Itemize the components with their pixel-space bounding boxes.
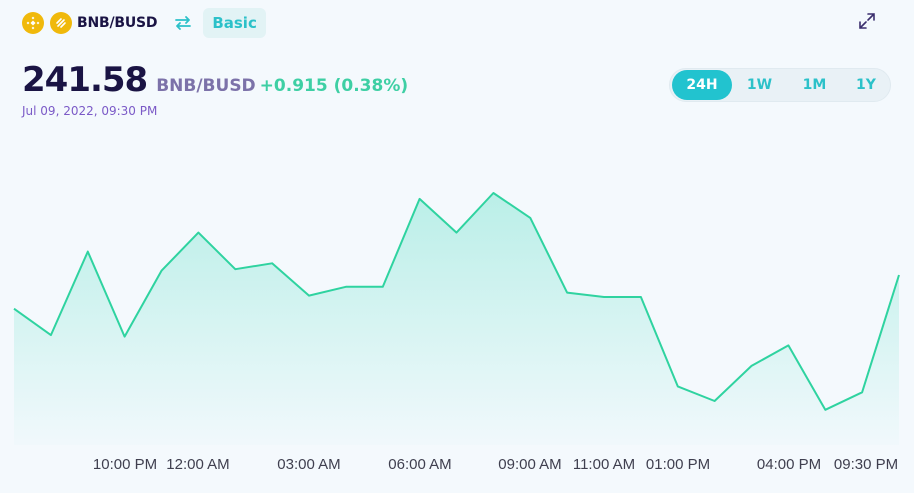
current-price: 241.58 bbox=[22, 60, 148, 100]
price-line bbox=[13, 192, 900, 411]
range-1w-button[interactable]: 1W bbox=[746, 77, 773, 93]
x-tick-label: 06:00 AM bbox=[388, 456, 451, 473]
pair-header: BNB/BUSD Basic bbox=[22, 8, 266, 38]
bnb-coin-icon bbox=[22, 12, 44, 34]
x-tick-label: 09:00 AM bbox=[498, 456, 561, 473]
x-tick-label: 04:00 PM bbox=[757, 456, 821, 473]
time-range-selector: 24H 1W 1M 1Y bbox=[669, 68, 891, 102]
price-summary: 241.58 BNB/BUSD +0.915 (0.38%) bbox=[22, 60, 408, 100]
price-pair-label: BNB/BUSD bbox=[156, 76, 256, 96]
price-area-fill bbox=[14, 193, 899, 445]
x-tick-label: 12:00 AM bbox=[166, 456, 229, 473]
x-tick-label: 01:00 PM bbox=[646, 456, 710, 473]
x-axis: 10:00 PM 12:00 AM 03:00 AM 06:00 AM 09:0… bbox=[93, 456, 898, 473]
range-1m-button[interactable]: 1M bbox=[802, 77, 827, 93]
range-1y-button[interactable]: 1Y bbox=[856, 77, 876, 93]
price-timestamp: Jul 09, 2022, 09:30 PM bbox=[22, 104, 158, 118]
pair-label[interactable]: BNB/BUSD bbox=[77, 15, 158, 31]
expand-icon[interactable] bbox=[858, 12, 876, 30]
x-tick-label: 11:00 AM bbox=[573, 456, 635, 473]
price-change: +0.915 (0.38%) bbox=[259, 76, 409, 96]
swap-arrows-icon[interactable] bbox=[173, 13, 193, 33]
x-tick-label: 10:00 PM bbox=[93, 456, 157, 473]
range-24h-button[interactable]: 24H bbox=[672, 70, 732, 100]
x-tick-label: 03:00 AM bbox=[277, 456, 340, 473]
x-tick-label: 09:30 PM bbox=[834, 456, 898, 473]
basic-mode-button[interactable]: Basic bbox=[203, 8, 266, 38]
busd-coin-icon bbox=[50, 12, 72, 34]
